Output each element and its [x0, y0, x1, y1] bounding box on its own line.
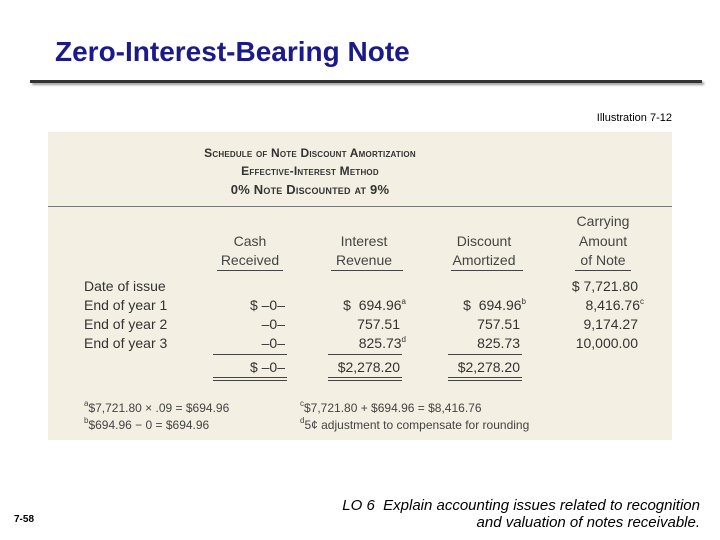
column-header: Discount — [456, 232, 512, 249]
slide-number: 7-58 — [14, 514, 35, 525]
table-cell: 825.73 — [477, 335, 520, 351]
table-cell: –0– — [261, 316, 285, 332]
row-label: End of year 2 — [84, 316, 168, 332]
cell-value: 8,416.76 — [585, 297, 641, 313]
column-header: Received — [220, 252, 280, 268]
objective: LO 6 Explain accounting issues related t… — [342, 497, 700, 531]
footnote-text: $7,721.80 × .09 = $694.96 — [88, 401, 230, 415]
total-cell: $2,278.20 — [337, 359, 400, 375]
footnote: c$7,721.80 + $694.96 = $8,416.76 — [300, 399, 482, 415]
header-rule — [331, 270, 403, 271]
table-cell: 10,000.00 — [575, 335, 638, 351]
column-header: Amortized — [452, 252, 516, 268]
column-header: Cash — [233, 232, 267, 249]
illustration-label: Illustration 7-12 — [596, 112, 672, 124]
caption-line: Schedule of Note Discount Amortization — [204, 146, 416, 160]
footnote: b$694.96 − 0 = $694.96 — [84, 416, 209, 432]
total-rule — [448, 380, 522, 381]
row-label: End of year 3 — [84, 335, 168, 351]
subtotal-rule — [448, 354, 522, 355]
title-rule — [30, 80, 702, 83]
footnote: a$7,721.80 × .09 = $694.96 — [84, 399, 229, 415]
total-rule — [213, 380, 287, 381]
footnote-mark: d — [401, 335, 406, 344]
caption-rule — [48, 206, 672, 207]
caption-line: Effective-Interest Method — [241, 164, 379, 178]
title: Zero-Interest-Bearing Note — [55, 36, 410, 67]
footnote-mark: b — [84, 416, 89, 425]
footnote-mark: a — [84, 399, 89, 408]
cell-value: $ 694.96 — [463, 297, 522, 313]
objective-line: LO 6 Explain accounting issues related t… — [342, 497, 700, 514]
table-cell: 9,174.27 — [583, 316, 639, 332]
table-cell: $ 7,721.80 — [571, 278, 638, 294]
cell-value: 825.73 — [358, 335, 402, 351]
footnote-mark: c — [640, 297, 644, 306]
header-rule — [575, 270, 631, 271]
column-header: of Note — [580, 252, 626, 268]
header-rule — [451, 270, 523, 271]
footnote-text: $7,721.80 + $694.96 = $8,416.76 — [304, 401, 482, 415]
table-cell: 825.73d — [324, 335, 406, 351]
total-rule — [213, 377, 287, 378]
table-cell: $ 694.96b — [446, 297, 526, 313]
table-cell: 757.51 — [477, 316, 520, 332]
table-cell: –0– — [261, 335, 285, 351]
footnote: d5¢ adjustment to compensate for roundin… — [300, 416, 529, 432]
column-header: Interest — [340, 232, 388, 249]
table-panel — [48, 132, 672, 440]
total-cell: $2,278.20 — [457, 359, 520, 375]
row-label: End of year 1 — [84, 297, 168, 313]
header-rule — [217, 270, 283, 271]
footnote-text: $694.96 − 0 = $694.96 — [88, 418, 210, 432]
total-cell: $ –0– — [249, 359, 285, 375]
footnote-mark: a — [401, 297, 406, 306]
subtotal-rule — [328, 354, 402, 355]
column-header: Carrying — [576, 213, 630, 229]
subtotal-rule — [213, 354, 287, 355]
table-cell: 8,416.76c — [564, 297, 645, 313]
row-label: Date of issue — [84, 278, 166, 294]
total-rule — [328, 377, 402, 378]
cell-value: $ 694.96 — [343, 297, 402, 313]
column-header: Revenue — [335, 252, 393, 268]
total-rule — [328, 380, 402, 381]
total-rule — [448, 377, 522, 378]
footnote-mark: c — [300, 399, 304, 408]
objective-line: and valuation of notes receivable. — [476, 514, 700, 531]
footnote-text: 5¢ adjustment to compensate for rounding — [304, 418, 530, 432]
table-cell: $ 694.96a — [324, 297, 406, 313]
caption-line: 0% Note Discounted at 9% — [230, 182, 390, 197]
footnote-mark: d — [300, 416, 305, 425]
table-cell: $ –0– — [249, 297, 285, 313]
footnote-mark: b — [521, 297, 526, 306]
table-cell: 757.51 — [357, 316, 400, 332]
column-header: Amount — [578, 232, 628, 249]
